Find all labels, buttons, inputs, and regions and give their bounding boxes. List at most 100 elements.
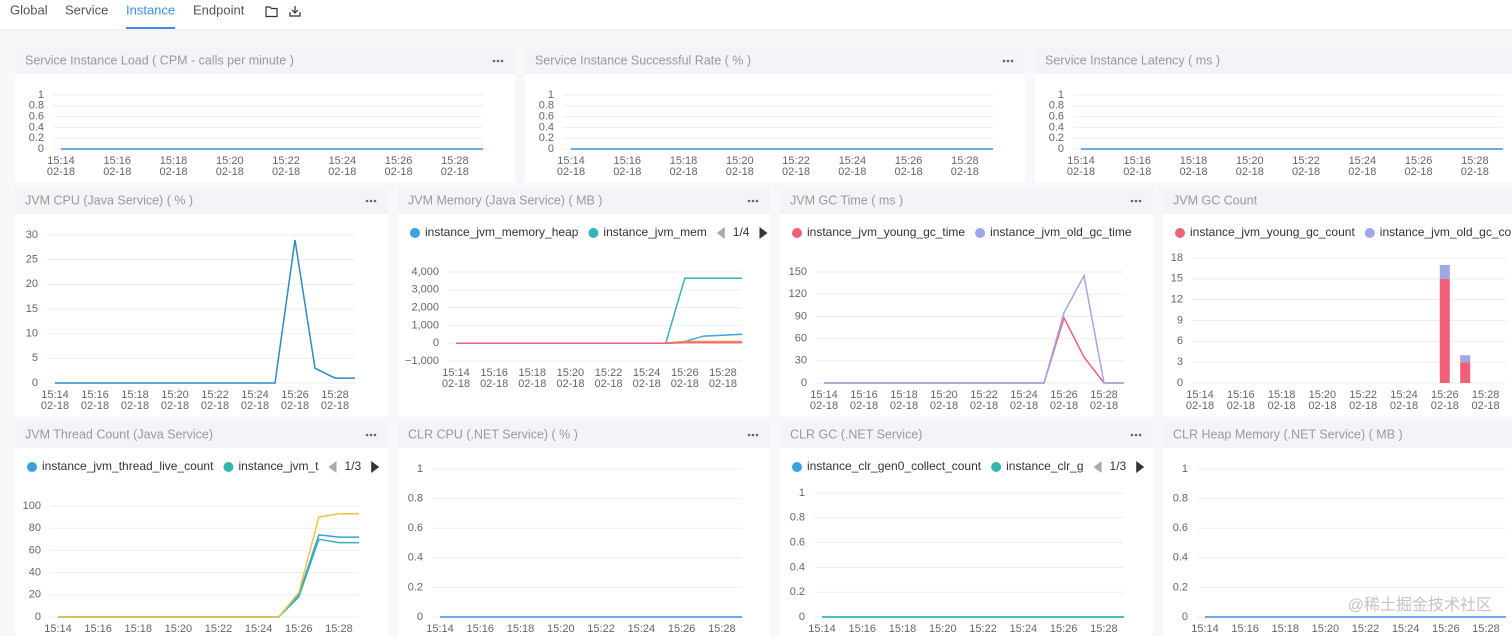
more-dot[interactable] (1134, 433, 1138, 437)
more-dot[interactable] (492, 59, 496, 63)
x-tick-date: 02-18 (161, 400, 189, 412)
x-tick-date: 02-18 (1090, 400, 1118, 412)
more-dot[interactable] (500, 59, 504, 63)
y-tick-label: 0 (35, 611, 41, 623)
legend-next[interactable] (1136, 461, 1145, 473)
legend-label[interactable]: instance_clr_g (1006, 459, 1083, 473)
legend-next[interactable] (759, 227, 768, 239)
x-tick-date: 02-18 (321, 400, 349, 412)
legend-prev[interactable] (1093, 461, 1102, 473)
legend-dot[interactable] (975, 228, 986, 238)
y-tick-label: 25 (26, 254, 38, 266)
y-tick-label: 0 (38, 143, 44, 155)
more-dot[interactable] (1138, 199, 1142, 203)
tab[interactable]: Instance (126, 2, 175, 17)
more-dot[interactable] (369, 199, 373, 203)
more-dot[interactable] (747, 199, 751, 203)
download-icon[interactable] (289, 6, 301, 17)
panel: CLR CPU (.NET Service) ( % ) 0 0.2 0.4 0.6 0.… (398, 422, 770, 636)
x-tick-label: 15:22 (970, 389, 998, 401)
x-tick-label: 15:22 (205, 623, 233, 635)
watermark: @稀土掘金技术社区 (1348, 596, 1492, 614)
more-dot[interactable] (365, 199, 369, 203)
more-dot[interactable] (755, 433, 759, 437)
legend-dot[interactable] (991, 462, 1002, 472)
legend-label[interactable]: instance_clr_gen0_collect_count (807, 459, 982, 473)
more-dot[interactable] (1010, 59, 1014, 63)
legend-label[interactable]: instance_jvm_young_gc_count (1190, 225, 1355, 239)
more-dot[interactable] (1002, 59, 1006, 63)
legend-dot[interactable] (27, 462, 37, 472)
legend-next[interactable] (371, 461, 380, 473)
more-dot[interactable] (751, 199, 755, 203)
more-dot[interactable] (1134, 199, 1138, 203)
x-tick-label: 15:18 (670, 155, 698, 167)
x-tick-label: 15:14 (557, 155, 585, 167)
legend-dot[interactable] (1175, 228, 1185, 238)
y-tick-label: 0.4 (29, 121, 44, 133)
x-tick-date: 02-18 (1390, 400, 1418, 412)
legend-dot[interactable] (792, 462, 802, 472)
legend-label[interactable]: instance_jvm_young_gc_time (807, 225, 965, 239)
panel-header (15, 188, 388, 214)
more-dot[interactable] (369, 433, 373, 437)
y-tick-label: 4,000 (411, 266, 439, 278)
legend-label[interactable]: instance_jvm_thread_live_count (42, 459, 214, 473)
legend-label[interactable]: instance_jvm_memory_heap (425, 225, 579, 239)
y-tick-label: 1 (799, 487, 805, 499)
tab[interactable]: Endpoint (193, 2, 245, 17)
x-tick-date: 02-18 (216, 166, 244, 178)
x-tick-date: 02-18 (726, 166, 754, 178)
more-dot[interactable] (1130, 199, 1134, 203)
legend-label[interactable]: instance_jvm_t (238, 459, 319, 473)
panel: JVM GC Count036912151815:1402-1815:1602-… (1163, 188, 1512, 416)
legend-label[interactable]: instance_jvm_old_gc_time (990, 225, 1132, 239)
folder-icon[interactable] (265, 6, 278, 18)
legend-prev[interactable] (328, 461, 337, 473)
y-tick-label: −1,000 (405, 355, 439, 367)
y-tick-label: 0.2 (408, 581, 423, 593)
x-tick-date: 02-18 (850, 400, 878, 412)
tab[interactable]: Global (10, 2, 48, 17)
legend-dot[interactable] (410, 228, 420, 238)
y-tick-label: 0.8 (790, 512, 805, 524)
legend-dot[interactable] (223, 462, 234, 472)
x-tick-label: 15:28 (1461, 155, 1489, 167)
x-tick-label: 15:20 (726, 155, 754, 167)
x-tick-date: 02-18 (1010, 400, 1038, 412)
y-tick-label: 0 (1182, 611, 1188, 623)
x-tick-label: 15:14 (1186, 389, 1214, 401)
y-tick-label: 0.2 (29, 132, 44, 144)
x-tick-label: 15:28 (441, 155, 469, 167)
more-dot[interactable] (755, 199, 759, 203)
panel: Service Instance Load ( CPM - calls per … (15, 48, 515, 182)
x-tick-date: 02-18 (201, 400, 229, 412)
legend-dot[interactable] (588, 228, 599, 238)
x-tick-date: 02-18 (159, 166, 187, 178)
more-dot[interactable] (747, 433, 751, 437)
more-dot[interactable] (1006, 59, 1010, 63)
legend-prev[interactable] (716, 227, 725, 239)
more-dot[interactable] (373, 433, 377, 437)
more-dot[interactable] (373, 199, 377, 203)
more-dot[interactable] (751, 433, 755, 437)
legend-label[interactable]: instance_jvm_old_gc_coun (1380, 225, 1512, 239)
more-dot[interactable] (496, 59, 500, 63)
legend-label[interactable]: instance_jvm_mem (603, 225, 706, 239)
x-tick-label: 15:22 (782, 155, 810, 167)
bar (1439, 264, 1450, 279)
legend-dot[interactable] (792, 228, 802, 238)
more-dot[interactable] (1130, 433, 1134, 437)
x-tick-date: 02-18 (1348, 166, 1376, 178)
more-dot[interactable] (365, 433, 369, 437)
y-tick-label: 10 (26, 328, 38, 340)
more-dot[interactable] (1138, 433, 1142, 437)
tab[interactable]: Service (65, 2, 108, 17)
panel-title: JVM Memory (Java Service) ( MB ) (408, 193, 602, 207)
x-tick-label: 15:24 (241, 389, 269, 401)
legend-pager: 1/3 (345, 459, 362, 473)
legend-dot[interactable] (1364, 228, 1375, 238)
x-tick-date: 02-18 (1236, 166, 1264, 178)
panel-header (398, 188, 770, 214)
panel-header (15, 48, 515, 74)
